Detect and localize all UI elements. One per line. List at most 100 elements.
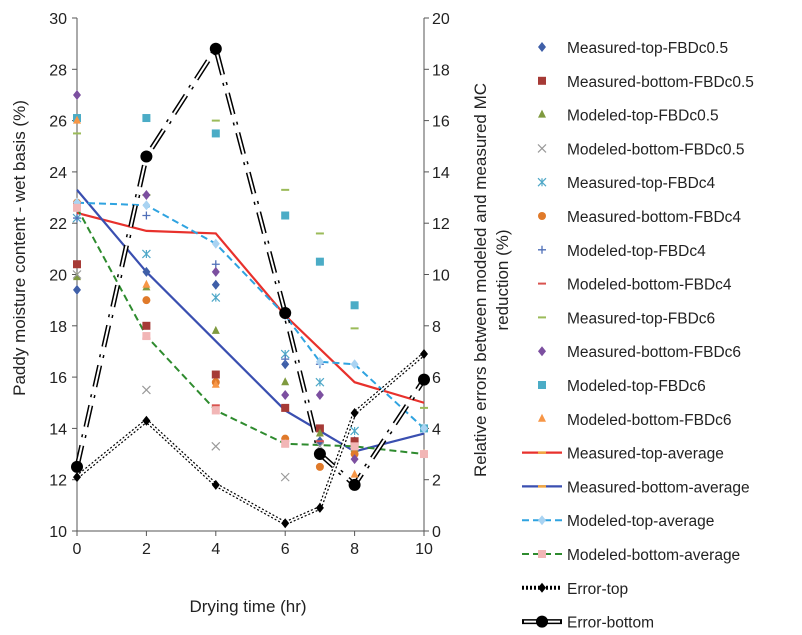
- legend: Measured-top-FBDc0.5 Measured-bottom-FBDc…: [522, 40, 754, 632]
- y2-tick-label: 0: [432, 524, 441, 541]
- data-point: [350, 469, 359, 478]
- y-tick-label: 22: [49, 216, 67, 233]
- data-point: [350, 408, 359, 419]
- data-point: [71, 460, 83, 473]
- data-point: [418, 373, 430, 386]
- legend-item: Measured-top-average: [522, 446, 724, 463]
- series-markers-Measured-bottom-FBDc0.5: [73, 260, 359, 446]
- data-point: [142, 415, 151, 426]
- legend-swatch-mark: [538, 550, 546, 558]
- y-tick-label: 18: [49, 319, 67, 336]
- legend-label: Modeled-top-average: [567, 513, 714, 530]
- y-axis-label: Paddy moisture content - wet basis (%): [10, 100, 29, 396]
- data-point: [211, 325, 220, 334]
- legend-swatch-mark: [538, 381, 546, 389]
- y-tick-label: 26: [49, 114, 67, 131]
- series-line: [76, 211, 425, 404]
- series-markers-Modeled-bottom-FBDc6: [73, 115, 428, 478]
- x-tick-label: 6: [281, 541, 290, 558]
- data-point: [211, 260, 220, 269]
- y2-tick-label: 4: [432, 421, 441, 438]
- data-point: [211, 129, 220, 138]
- y-tick-label: 16: [49, 370, 67, 387]
- y-tick-label: 30: [49, 11, 67, 28]
- series-Error-bottom: [74, 42, 427, 489]
- y2-tick-label: 2: [432, 473, 441, 490]
- legend-swatch-mark: [538, 413, 546, 422]
- series-markers-Modeled-top-average: [73, 197, 428, 434]
- data-point: [348, 478, 361, 491]
- data-point: [211, 406, 220, 415]
- data-point: [142, 189, 151, 200]
- legend-label: Measured-top-average: [567, 446, 724, 463]
- data-point: [211, 266, 220, 277]
- data-point: [281, 518, 290, 529]
- series-markers-Error-bottom: [71, 42, 430, 491]
- legend-item: Modeled-top-FBDc4: [538, 243, 706, 260]
- data-point: [211, 479, 220, 490]
- y2-tick-label: 20: [432, 11, 450, 28]
- legend-swatch-mark: [538, 515, 546, 526]
- data-point: [350, 359, 359, 370]
- data-point: [281, 359, 290, 370]
- data-point: [315, 377, 325, 387]
- data-point: [73, 89, 81, 100]
- data-point: [211, 293, 221, 303]
- data-point: [313, 448, 326, 461]
- data-point: [420, 423, 428, 434]
- legend-label: Modeled-bottom-average: [567, 547, 740, 564]
- data-point: [209, 42, 222, 55]
- legend-item: Modeled-bottom-FBDc4: [538, 277, 732, 294]
- legend-label: Measured-top-FBDc0.5: [567, 40, 728, 57]
- y-tick-label: 14: [49, 421, 67, 438]
- x-tick-label: 0: [73, 541, 82, 558]
- legend-item: Measured-bottom-FBDc4: [538, 209, 741, 226]
- data-point: [280, 472, 290, 482]
- data-point: [279, 306, 292, 319]
- data-point: [211, 379, 220, 388]
- series-Modeled-bottom-average: [76, 207, 425, 456]
- series-Measured-bottom-average: [76, 189, 425, 453]
- legend-label: Modeled-top-FBDc4: [567, 243, 706, 260]
- legend-item: Measured-bottom-average: [522, 479, 750, 496]
- series-line: [74, 42, 427, 489]
- legend-label: Measured-bottom-FBDc4: [567, 209, 741, 226]
- y-tick-label: 28: [49, 62, 67, 79]
- data-point: [350, 454, 359, 465]
- series-line: [76, 207, 425, 456]
- legend-label: Measured-bottom-FBDc0.5: [567, 74, 754, 91]
- x-tick-label: 8: [350, 541, 359, 558]
- data-point: [281, 211, 290, 220]
- data-point: [211, 238, 220, 249]
- legend-item: Measured-bottom-FBDc6: [538, 344, 741, 361]
- x-tick-label: 10: [415, 541, 433, 558]
- legend-item: Measured-top-FBDc4: [537, 175, 716, 192]
- data-point: [315, 502, 324, 513]
- series-markers-Error-top: [73, 349, 428, 529]
- data-point: [315, 424, 324, 433]
- data-point: [315, 428, 324, 437]
- y2-tick-label: 8: [432, 319, 441, 336]
- legend-swatch-mark: [537, 143, 547, 153]
- data-point: [141, 385, 151, 395]
- series-line-inner: [76, 46, 425, 487]
- legend-item: Measured-top-FBDc0.5: [538, 40, 728, 57]
- y2-tick-label: 14: [432, 165, 450, 182]
- legend-swatch-mark: [536, 615, 548, 628]
- data-point: [350, 301, 359, 310]
- data-point: [281, 355, 290, 364]
- legend-label: Measured-bottom-average: [567, 479, 750, 496]
- data-point: [315, 462, 324, 471]
- y2-tick-label: 12: [432, 216, 450, 233]
- data-point: [142, 321, 151, 330]
- legend-swatch-mark: [538, 245, 546, 254]
- data-point: [73, 260, 81, 269]
- legend-label: Error-top: [567, 581, 628, 598]
- y2-tick-label: 10: [432, 268, 450, 285]
- y-tick-label: 20: [49, 268, 67, 285]
- legend-item: Modeled-bottom-FBDc6: [538, 412, 732, 429]
- data-point: [73, 115, 81, 124]
- y-tick-label: 24: [49, 165, 67, 182]
- data-point: [211, 370, 220, 379]
